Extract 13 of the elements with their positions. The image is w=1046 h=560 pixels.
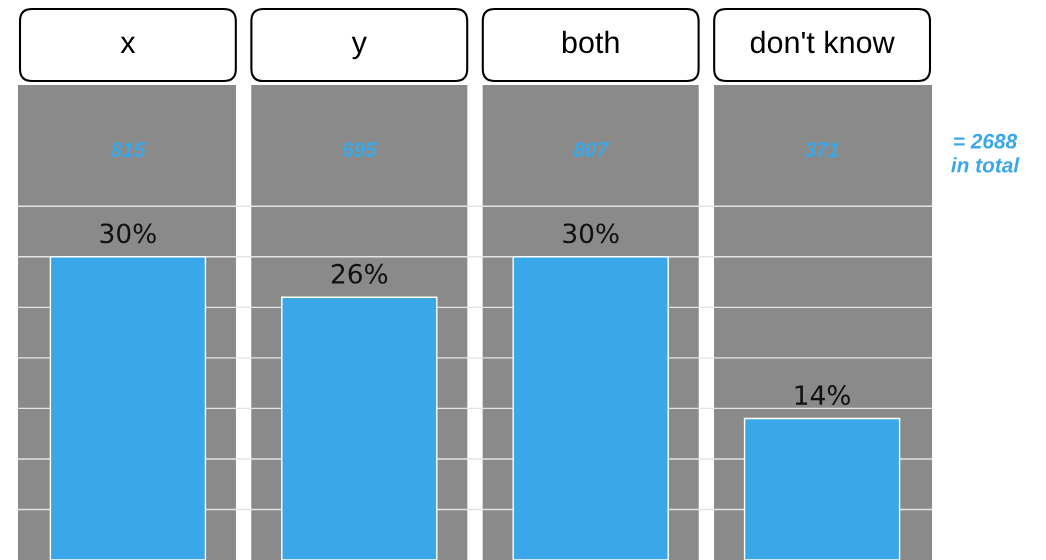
x-tick-label: both	[562, 30, 619, 54]
annotation: 807	[573, 142, 609, 158]
x-tick-label: x	[120, 36, 136, 53]
text: = 2688 in total	[951, 133, 1020, 173]
annotation: 371	[804, 142, 839, 158]
data-label: 30%	[100, 223, 156, 244]
data-label: 14%	[795, 385, 850, 406]
x-tick-label: don't know	[750, 30, 895, 54]
data-label: 30%	[563, 223, 619, 244]
annotation: 815	[110, 142, 146, 158]
x-tick-label: y	[351, 36, 367, 60]
annotation: 695	[342, 142, 377, 158]
data-label: 26%	[331, 263, 388, 284]
